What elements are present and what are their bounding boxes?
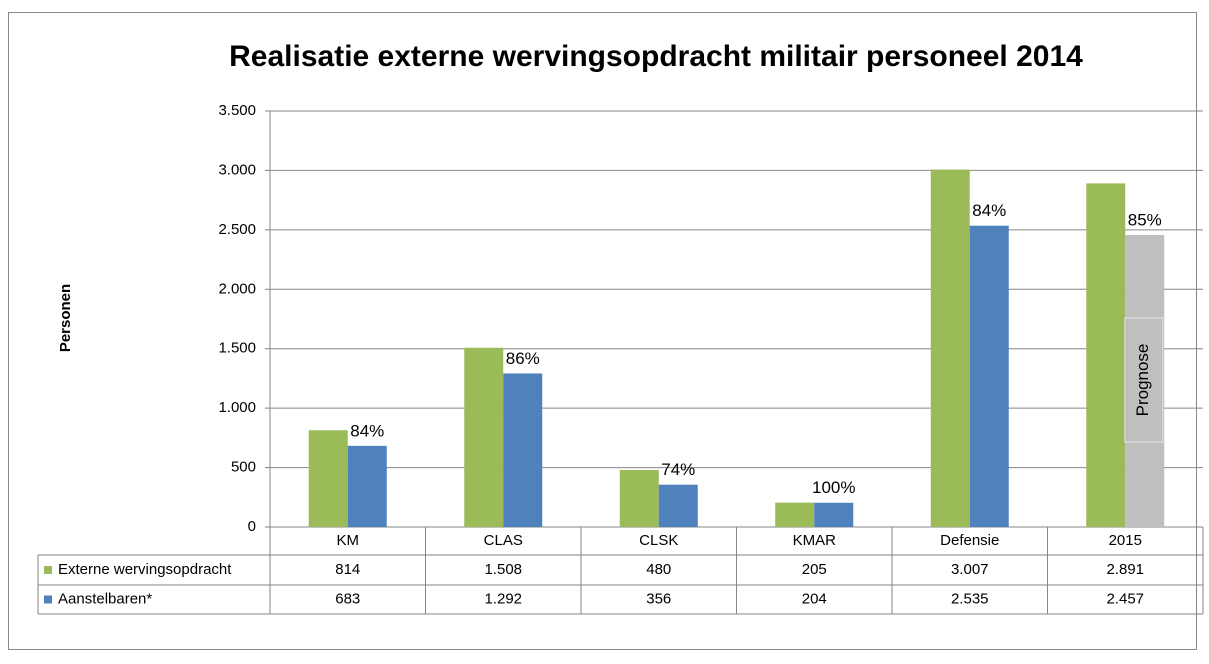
ratio-label: 84% — [972, 201, 1006, 220]
bar — [930, 169, 970, 528]
bar — [503, 373, 543, 527]
chart-border — [8, 12, 1197, 650]
table-cell: 814 — [335, 561, 360, 578]
ratio-label: 74% — [661, 460, 695, 479]
x-tick-label: Defensie — [940, 532, 999, 549]
table-cell: 356 — [646, 590, 671, 607]
legend-label: Externe wervingsopdracht — [58, 561, 232, 578]
bar — [347, 445, 387, 527]
y-tick-label: 2.000 — [218, 280, 256, 297]
bar — [464, 347, 504, 527]
table-cell: 205 — [802, 561, 827, 578]
y-tick-label: 1.000 — [218, 399, 256, 416]
table-cell: 2.891 — [1106, 561, 1144, 578]
bar — [619, 469, 659, 527]
x-tick-label: KMAR — [793, 532, 837, 549]
legend-swatch — [44, 566, 52, 574]
x-tick-label: CLSK — [639, 532, 678, 549]
table-cell: 2.457 — [1106, 590, 1144, 607]
x-tick-label: KM — [337, 532, 360, 549]
bar — [814, 502, 854, 527]
ratio-label: 84% — [350, 421, 384, 440]
table-cell: 2.535 — [951, 590, 989, 607]
ratio-label: 86% — [506, 349, 540, 368]
bar — [775, 502, 815, 527]
bar — [308, 430, 348, 527]
y-tick-label: 0 — [248, 518, 256, 535]
table-cell: 683 — [335, 590, 360, 607]
y-tick-label: 3.500 — [218, 102, 256, 119]
bar — [1125, 234, 1165, 527]
ratio-label: 85% — [1128, 210, 1162, 229]
bar — [658, 484, 698, 527]
bar — [969, 225, 1009, 527]
bar — [1086, 183, 1126, 527]
table-cell: 1.508 — [484, 561, 522, 578]
ratio-label: 100% — [812, 478, 855, 497]
chart-title: Realisatie externe wervingsopdracht mili… — [229, 40, 1083, 73]
y-tick-label: 3.000 — [218, 161, 256, 178]
y-axis-label: Personen — [57, 284, 74, 352]
x-tick-label: 2015 — [1109, 532, 1142, 549]
legend-swatch — [44, 595, 52, 604]
y-tick-label: 2.500 — [218, 221, 256, 238]
table-cell: 204 — [802, 590, 827, 607]
y-tick-label: 1.500 — [218, 340, 256, 357]
annotation-box — [1124, 317, 1164, 443]
table-cell: 480 — [646, 561, 671, 578]
x-tick-label: CLAS — [484, 532, 523, 549]
table-cell: 3.007 — [951, 561, 989, 578]
y-tick-label: 500 — [231, 459, 256, 476]
table-cell: 1.292 — [484, 590, 522, 607]
legend-label: Aanstelbaren* — [58, 590, 152, 607]
annotation: Prognose — [1133, 344, 1152, 417]
